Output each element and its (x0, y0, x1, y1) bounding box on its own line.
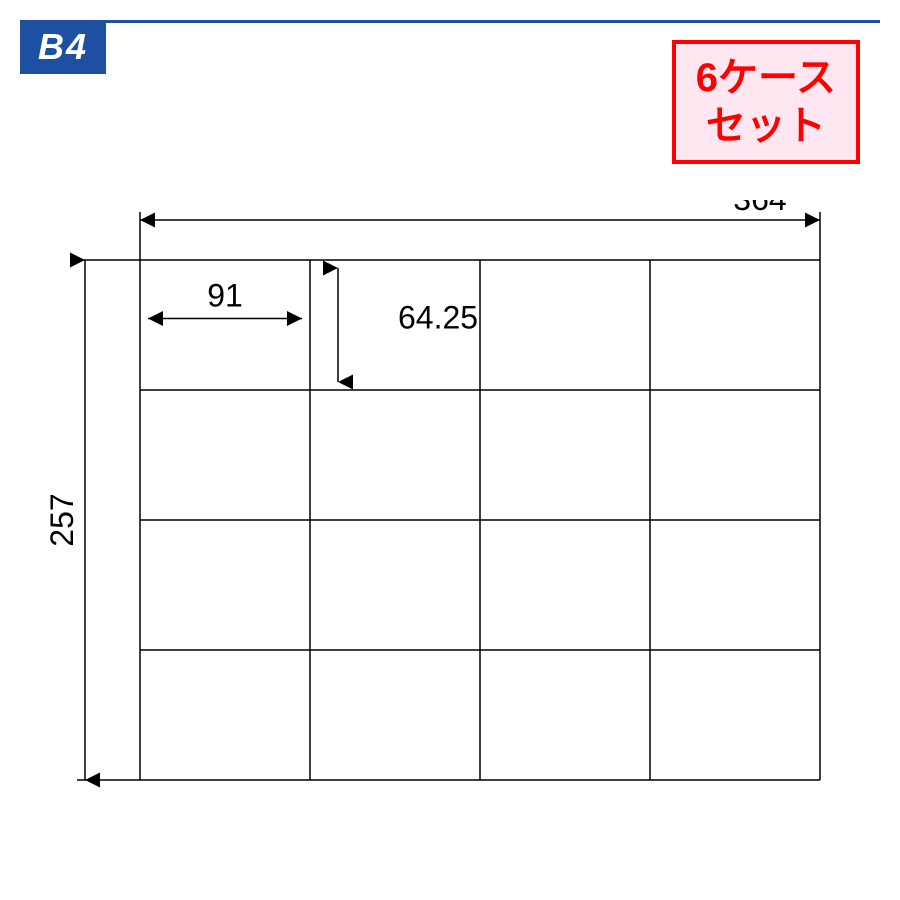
promo-line-1: 6ケース (696, 54, 836, 102)
promo-line-2: セット (696, 102, 836, 150)
size-badge: B4 (20, 20, 106, 74)
svg-text:64.25: 64.25 (398, 300, 478, 336)
size-badge-label: B4 (38, 26, 88, 67)
svg-text:364: 364 (733, 200, 786, 217)
dimensions: 364 257 91 64.25 (50, 200, 820, 780)
promo-box: 6ケース セット (672, 40, 860, 164)
label-sheet-diagram: 364 257 91 64.25 (50, 200, 850, 860)
diagram-svg: 364 257 91 64.25 (50, 200, 850, 860)
grid (140, 260, 820, 780)
svg-text:91: 91 (207, 278, 243, 314)
svg-text:257: 257 (50, 493, 80, 546)
